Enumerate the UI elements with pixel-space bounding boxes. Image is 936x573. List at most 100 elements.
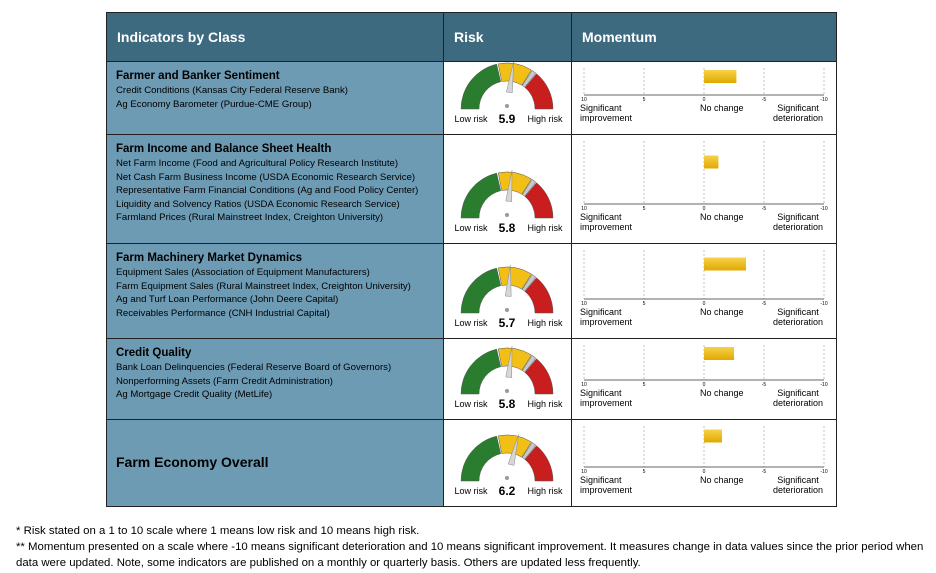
gauge-needle	[507, 434, 519, 466]
axis-end-label: Significant improvement	[580, 104, 633, 123]
axis-end-label-box: Significant improvement	[580, 213, 632, 231]
x-tick-label: 10	[581, 469, 587, 475]
gauge-segment	[460, 267, 502, 314]
gauge: 5.7 Low risk High risk	[454, 265, 563, 330]
momentum-chart: 10 5 0 -5 -10 Significant improvement No chang…	[580, 250, 828, 327]
indicator-item: Receivables Performance (CNH Industrial …	[116, 307, 330, 319]
header-cell: Risk	[443, 12, 573, 63]
gauge-segment	[460, 63, 502, 110]
gauge-high-label: High risk	[527, 318, 563, 328]
axis-end-label: Significant deterioration	[772, 308, 824, 327]
x-tick-label: -10	[820, 469, 827, 475]
x-tick-label: -5	[762, 206, 767, 212]
gauge: 5.9 Low risk High risk	[454, 61, 563, 126]
indicator-cell: Credit Quality Bank Loan Delinquencies (F…	[106, 338, 445, 420]
gauge-segment	[497, 347, 532, 371]
x-tick-label: 0	[703, 469, 706, 475]
indicator-cell: Farm Income and Balance Sheet Health Net …	[106, 134, 445, 244]
risk-cell: 5.7 Low risk High risk	[443, 243, 573, 339]
gauge: 6.2 Low risk High risk	[454, 434, 563, 498]
momentum-bar	[704, 155, 719, 169]
row-title: Farm Income and Balance Sheet Health	[116, 143, 332, 155]
x-tick-label: -10	[820, 382, 827, 388]
indicator-group: Farmer and Banker Sentiment Credit Condit…	[116, 70, 435, 111]
axis-end-label-box: No change	[700, 308, 744, 317]
gauge-hub	[505, 213, 509, 217]
axis-end-label-box: Significant deterioration	[772, 104, 824, 123]
risk-value: 5.7	[499, 316, 516, 330]
x-tick-label: 0	[703, 382, 706, 388]
x-tick-label: -5	[762, 301, 767, 307]
axis-end-label: Significant deterioration	[772, 476, 824, 495]
gauge-segment	[497, 266, 532, 290]
axis-end-label-box: No change	[700, 389, 744, 398]
indicator-item: Net Cash Farm Business Income (USDA Econ…	[116, 171, 416, 183]
indicator-item: Net Farm Income (Food and Agricultural P…	[116, 158, 399, 169]
x-tick-label: 10	[581, 206, 587, 212]
x-tick-label: -10	[820, 206, 827, 212]
gauge: 5.8 Low risk High risk	[454, 170, 563, 235]
indicator-item: Bank Loan Delinquencies (Federal Reserve…	[116, 362, 392, 373]
risk-value: 6.2	[499, 484, 516, 498]
indicator-item: Ag Mortgage Credit Quality (MetLife)	[116, 389, 273, 401]
gauge-needle	[504, 265, 512, 297]
axis-end-label: Significant deterioration	[772, 389, 824, 408]
gauge-segment	[524, 277, 554, 314]
indicator-item: Representative Farm Financial Conditions…	[116, 185, 419, 197]
momentum-chart: 10 5 0 -5 -10 Significant improvement No chang…	[580, 345, 828, 408]
gauge-segment	[497, 62, 532, 86]
x-tick-label: 10	[581, 382, 587, 388]
gauge-high-label: High risk	[527, 399, 563, 409]
gauge-hub	[505, 308, 509, 312]
risk-cell: 5.8 Low risk High risk	[443, 134, 573, 244]
gauge-high-label: High risk	[527, 486, 563, 496]
x-tick-label: -10	[820, 301, 827, 307]
momentum-cell: 10 5 0 -5 -10 Significant improvement No chang…	[571, 419, 837, 507]
risk-value: 5.9	[499, 112, 516, 126]
x-tick-label: 5	[643, 206, 646, 212]
axis-end-label-box: Significant deterioration	[772, 389, 824, 408]
indicator-group: Farm Machinery Market Dynamics Equipment …	[116, 252, 435, 320]
header-text: Indicators by Class	[117, 29, 246, 45]
axis-end-label: No change	[700, 308, 744, 317]
indicator-item: Nonperforming Assets (Farm Credit Admini…	[116, 375, 333, 387]
gauge-needle	[506, 61, 514, 94]
axis-end-label: Significant improvement	[580, 308, 633, 327]
indicator-item: Liquidity and Solvency Ratios (USDA Econ…	[116, 198, 400, 210]
gauge-hub	[505, 476, 509, 480]
indicator-item: Farm Equipment Sales (Rural Mainstreet I…	[116, 280, 411, 292]
indicator-cell: Farmer and Banker Sentiment Credit Condit…	[106, 61, 445, 135]
gauge-segment	[524, 358, 554, 395]
momentum-chart: 10 5 0 -5 -10 Significant improvement No chang…	[580, 426, 828, 495]
axis-end-label-box: No change	[700, 476, 744, 485]
header-text: Momentum	[582, 29, 657, 45]
gauge-needle	[505, 346, 513, 378]
axis-end-label: Significant deterioration	[772, 213, 824, 232]
x-tick-label: 10	[581, 301, 587, 307]
axis-end-label: Significant improvement	[580, 389, 633, 408]
indicator-item: Ag and Turf Loan Performance (John Deere…	[116, 294, 339, 306]
axis-end-label: Significant improvement	[580, 476, 633, 495]
axis-end-label-box: No change	[700, 104, 744, 113]
axis-end-label: Significant deterioration	[772, 104, 824, 123]
x-tick-label: 10	[581, 97, 587, 103]
axis-end-label-box: Significant deterioration	[772, 476, 824, 495]
row-title: Farm Machinery Market Dynamics	[116, 252, 302, 264]
risk-cell: 5.9 Low risk High risk	[443, 61, 573, 135]
gauge-low-label: Low risk	[454, 114, 488, 124]
header-cell: Momentum	[571, 12, 837, 63]
x-tick-label: 5	[643, 97, 646, 103]
axis-end-label-box: Significant improvement	[580, 389, 633, 408]
gauge-segment	[460, 172, 502, 219]
axis-end-label: No change	[700, 389, 744, 398]
gauge-segment	[521, 179, 537, 197]
indicator-group: Credit Quality Bank Loan Delinquencies (F…	[116, 347, 435, 402]
x-tick-label: -5	[762, 97, 767, 103]
gauge-segment	[460, 435, 502, 482]
momentum-bar	[704, 347, 734, 360]
row-title: Farm Economy Overall	[116, 454, 269, 470]
gauge-segment	[460, 348, 502, 395]
gauge-low-label: Low risk	[454, 486, 488, 496]
indicator-item: Credit Conditions (Kansas City Federal R…	[116, 85, 348, 96]
risk-cell: 5.8 Low risk High risk	[443, 338, 573, 420]
